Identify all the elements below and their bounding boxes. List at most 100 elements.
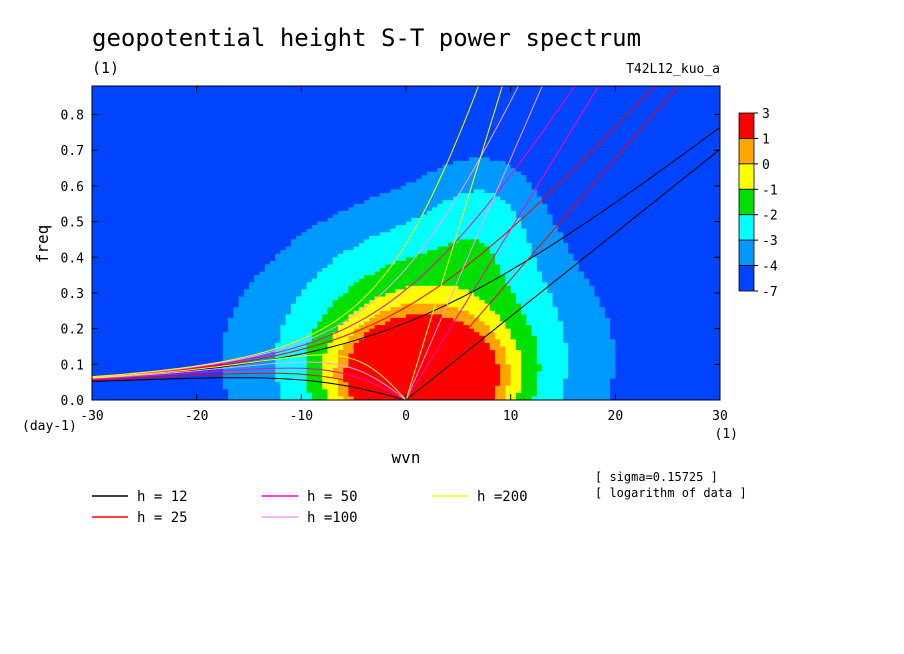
heatmap-cell [123,132,130,137]
heatmap-cell [217,86,224,91]
heatmap-cell [175,132,182,137]
heatmap-cell [259,196,266,201]
heatmap-cell [186,285,193,290]
heatmap-cell [201,125,208,130]
heatmap-cell [92,143,98,148]
heatmap-cell [374,367,381,373]
heatmap-cell [285,214,292,219]
heatmap-cell [337,160,344,166]
heatmap-cell [296,86,302,91]
heatmap-cell [175,118,182,123]
heatmap-cell [311,125,318,130]
heatmap-cell [238,214,245,219]
heatmap-cell [280,86,287,91]
heatmap-cell [160,218,166,223]
heatmap-cell [358,346,365,351]
heatmap-cell [128,150,135,155]
heatmap-cell [343,178,350,183]
heatmap-cell [97,203,104,208]
heatmap-cell [222,339,229,344]
heatmap-cell [285,303,292,308]
heatmap-cell [170,375,177,380]
heatmap-cell [301,371,308,376]
heatmap-cell [275,189,281,194]
heatmap-cell [144,221,151,226]
heatmap-cell [170,292,177,298]
heatmap-cell [327,128,334,133]
heatmap-cell [170,310,177,315]
heatmap-cell [217,96,224,101]
heatmap-cell [165,314,172,319]
heatmap-cell [160,89,166,94]
heatmap-cell [112,278,119,283]
heatmap-cell [175,289,182,294]
heatmap-cell [102,171,109,176]
heatmap-cell [348,271,355,276]
heatmap-cell [290,271,297,276]
heatmap-cell [149,207,156,212]
heatmap-cell [139,246,145,251]
heatmap-cell [102,360,109,365]
heatmap-cell [374,342,381,348]
heatmap-cell [217,317,224,323]
heatmap-cell [196,260,203,266]
heatmap-cell [275,196,281,201]
heatmap-cell [285,285,292,290]
heatmap-cell [207,339,213,344]
heatmap-cell [353,342,360,348]
heatmap-cell [369,200,376,205]
heatmap-cell [212,371,219,376]
heatmap-cell [149,100,156,105]
heatmap-cell [311,150,318,155]
heatmap-cell [379,278,386,283]
heatmap-cell [337,146,344,151]
heatmap-cell [107,353,114,358]
heatmap-cell [186,307,193,312]
heatmap-cell [207,143,213,148]
heatmap-cell [175,375,182,380]
heatmap-cell [107,307,114,312]
heatmap-cell [332,307,339,312]
heatmap-cell [180,193,187,198]
heatmap-cell [186,264,193,269]
heatmap-cell [358,342,365,348]
heatmap-cell [290,257,297,262]
heatmap-cell [160,175,166,180]
heatmap-cell [160,289,166,294]
heatmap-cell [233,210,240,216]
heatmap-cell [327,253,334,258]
heatmap-cell [364,282,370,287]
heatmap-cell [212,339,219,344]
heatmap-cell [280,178,287,183]
heatmap-cell [139,250,145,255]
heatmap-cell [254,182,261,187]
heatmap-cell [332,285,339,290]
heatmap-cell [254,135,261,141]
heatmap-cell [133,235,140,241]
heatmap-cell [301,264,308,269]
heatmap-cell [385,182,391,187]
heatmap-cell [296,396,302,400]
heatmap-cell [149,157,156,162]
heatmap-cell [327,171,334,176]
heatmap-cell [364,257,370,262]
heatmap-cell [97,207,104,212]
heatmap-cell [175,114,182,119]
heatmap-cell [269,86,276,91]
heatmap-cell [118,243,124,248]
heatmap-cell [317,107,323,112]
heatmap-cell [191,189,198,194]
heatmap-cell [285,239,292,244]
heatmap-cell [107,171,114,176]
heatmap-cell [133,118,140,123]
heatmap-cell [280,214,287,219]
heatmap-cell [301,135,308,141]
heatmap-cell [296,185,302,191]
heatmap-cell [364,250,370,255]
heatmap-cell [97,239,104,244]
heatmap-cell [196,300,203,305]
heatmap-cell [364,164,370,169]
heatmap-cell [175,314,182,319]
heatmap-cell [285,289,292,294]
heatmap-cell [196,214,203,219]
